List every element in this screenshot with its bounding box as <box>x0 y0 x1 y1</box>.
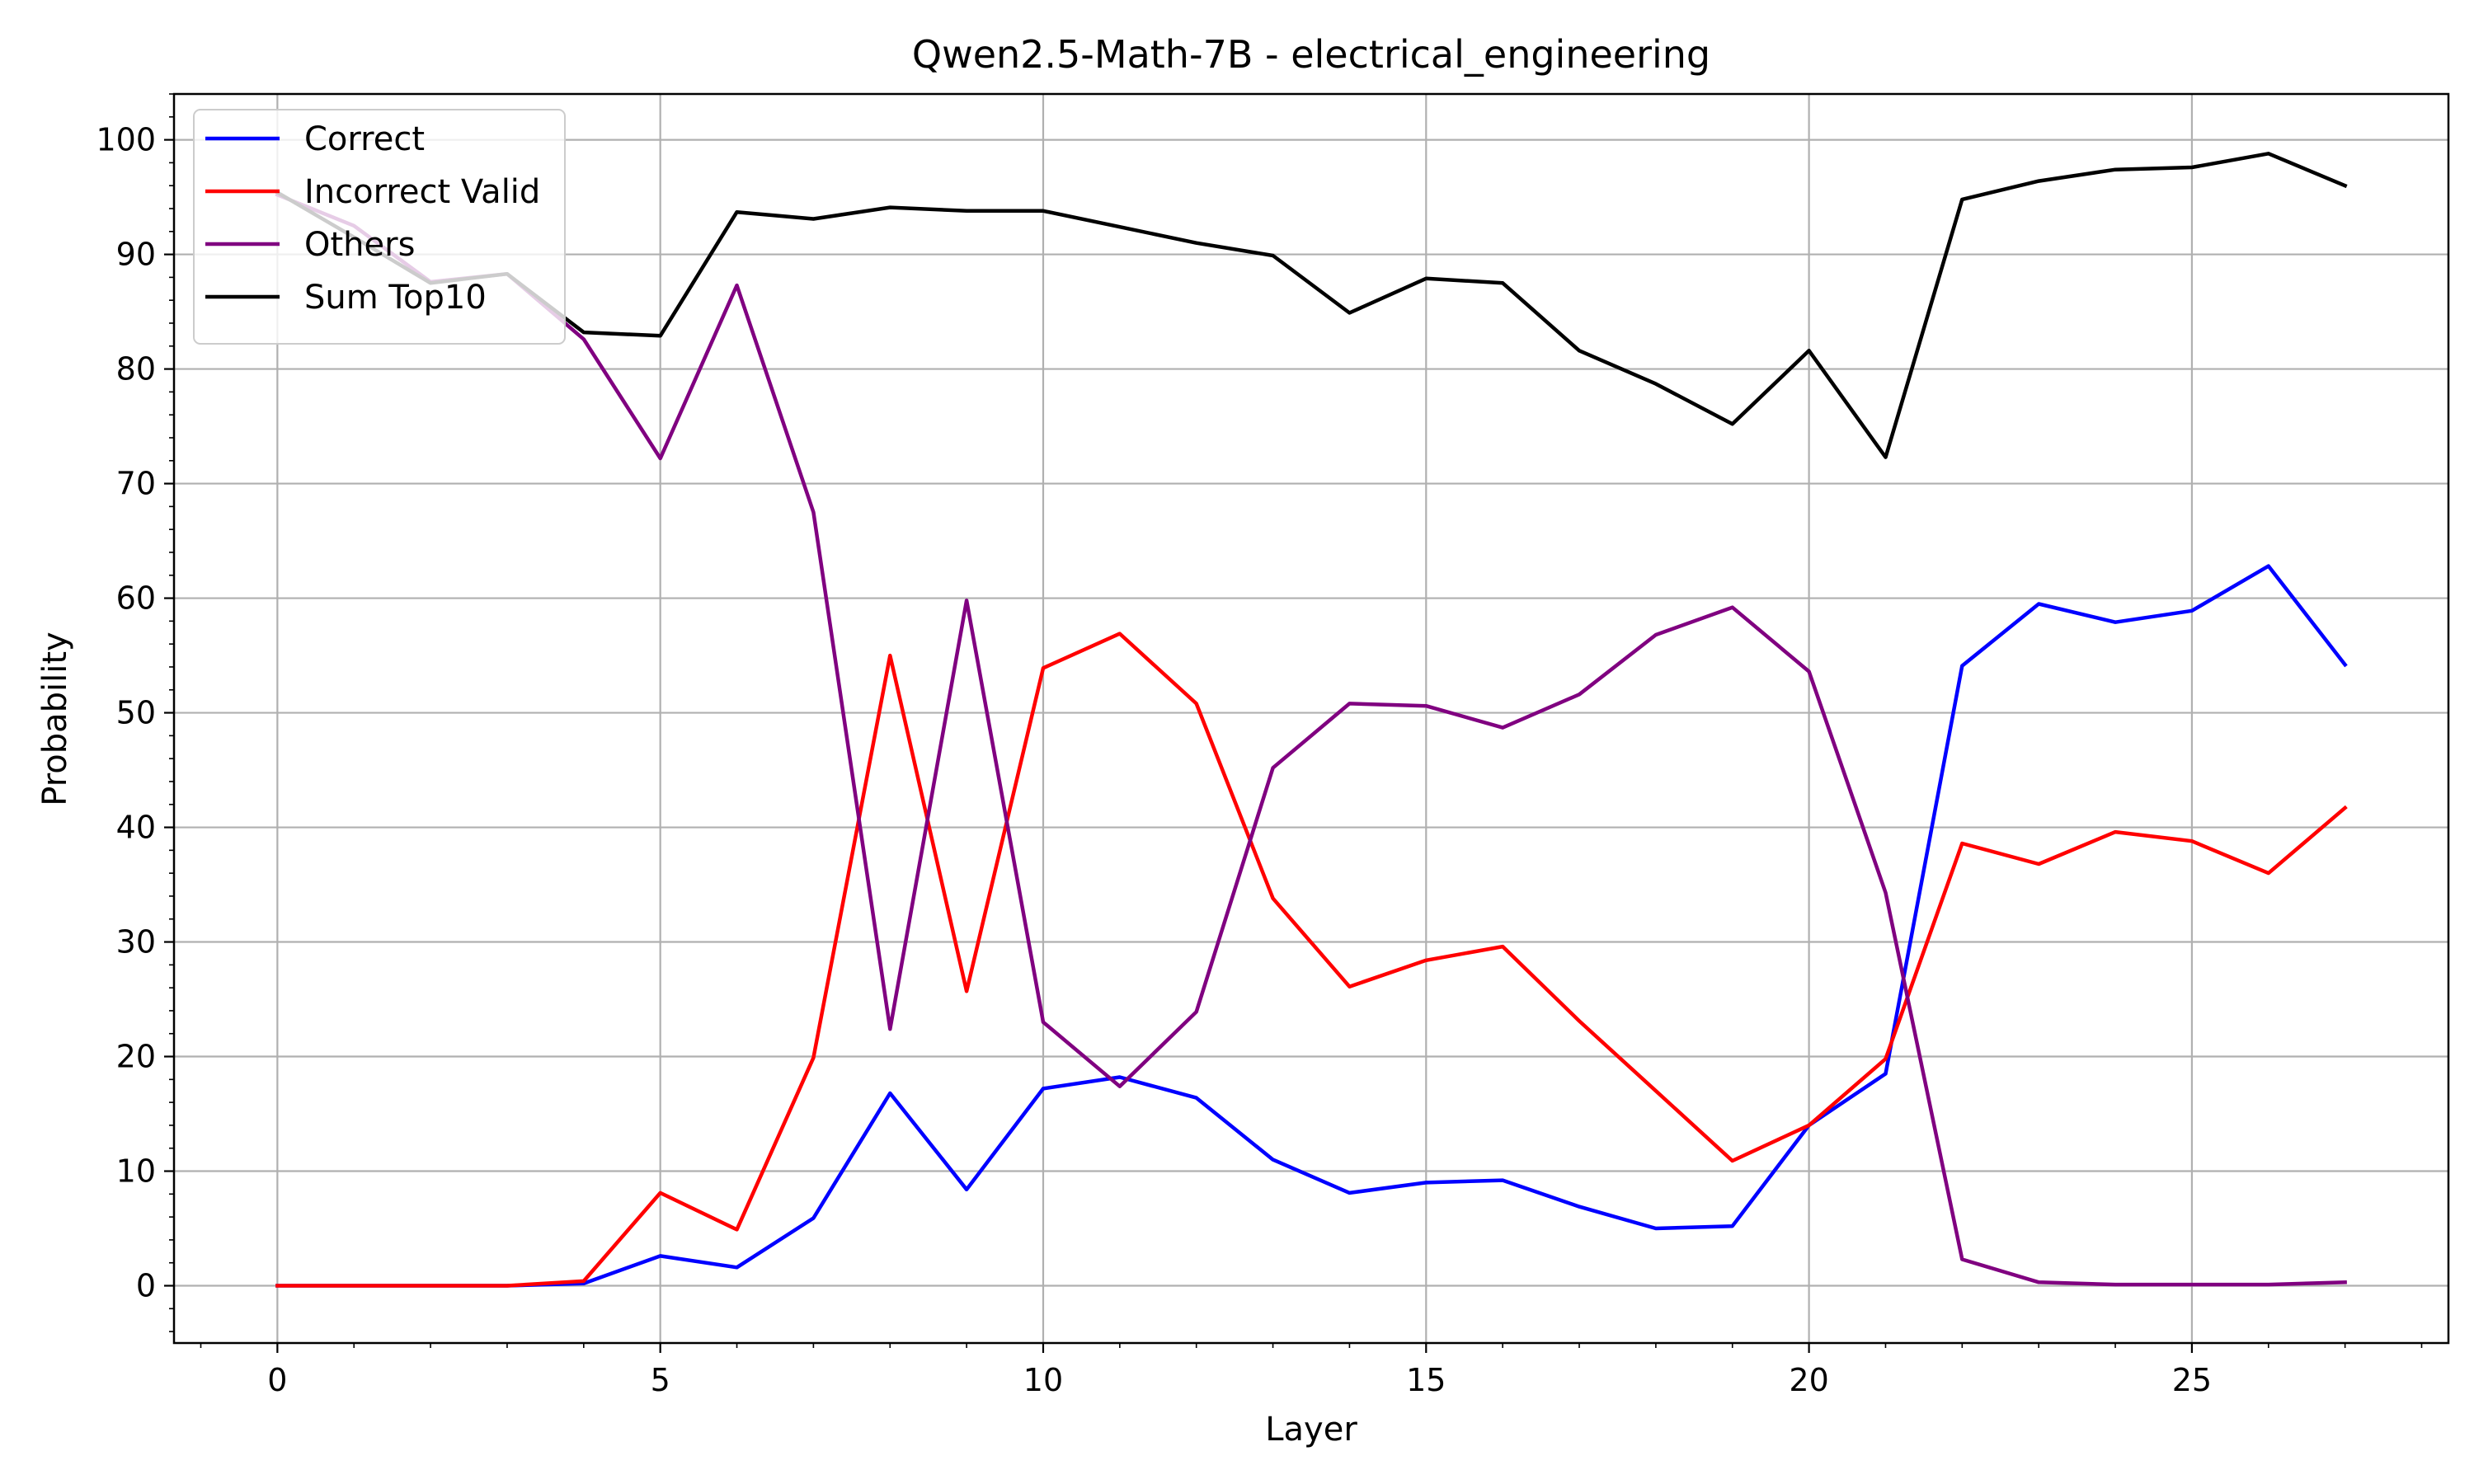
x-tick-label: 25 <box>2172 1362 2212 1398</box>
series-layer <box>275 152 2348 1288</box>
x-tick-label: 0 <box>267 1362 287 1398</box>
y-axis-label: Probability <box>36 632 74 805</box>
y-tick-label: 10 <box>116 1153 156 1190</box>
y-tick-label: 60 <box>116 580 156 617</box>
y-tick-label: 20 <box>116 1039 156 1075</box>
series-line-correct <box>275 564 2348 1288</box>
y-tick-label: 90 <box>116 237 156 273</box>
y-tick-label: 80 <box>116 351 156 387</box>
x-tick-label: 5 <box>651 1362 670 1398</box>
legend: Correct Incorrect Valid Others Sum Top10 <box>193 109 566 345</box>
legend-label-incorrect-valid: Incorrect Valid <box>304 173 540 211</box>
x-axis-label: Layer <box>1265 1411 1357 1449</box>
y-tick-label: 0 <box>136 1268 156 1304</box>
legend-box <box>193 109 566 345</box>
y-tick-label: 100 <box>96 122 156 158</box>
legend-label-others: Others <box>304 226 415 264</box>
y-tick-label: 50 <box>116 695 156 731</box>
series-line-sum-top10 <box>275 152 2348 459</box>
legend-label-sum-top10: Sum Top10 <box>304 279 487 317</box>
y-tick-label: 40 <box>116 810 156 846</box>
x-tick-label: 20 <box>1789 1362 1828 1398</box>
series-line-incorrect-valid <box>275 632 2348 1288</box>
chart-title: Qwen2.5-Math-7B - electrical_engineering <box>912 32 1710 77</box>
y-tick-label: 70 <box>116 466 156 502</box>
plot-frame <box>172 92 2450 1345</box>
legend-label-correct: Correct <box>304 120 425 158</box>
series-line-others <box>275 192 2347 1287</box>
axis-ticks: 0 5 10 15 20 25 0 10 20 30 40 50 60 70 80 90 100 <box>96 93 2423 1398</box>
x-tick-label: 10 <box>1023 1362 1063 1398</box>
y-tick-label: 30 <box>116 924 156 960</box>
x-tick-label: 15 <box>1406 1362 1446 1398</box>
